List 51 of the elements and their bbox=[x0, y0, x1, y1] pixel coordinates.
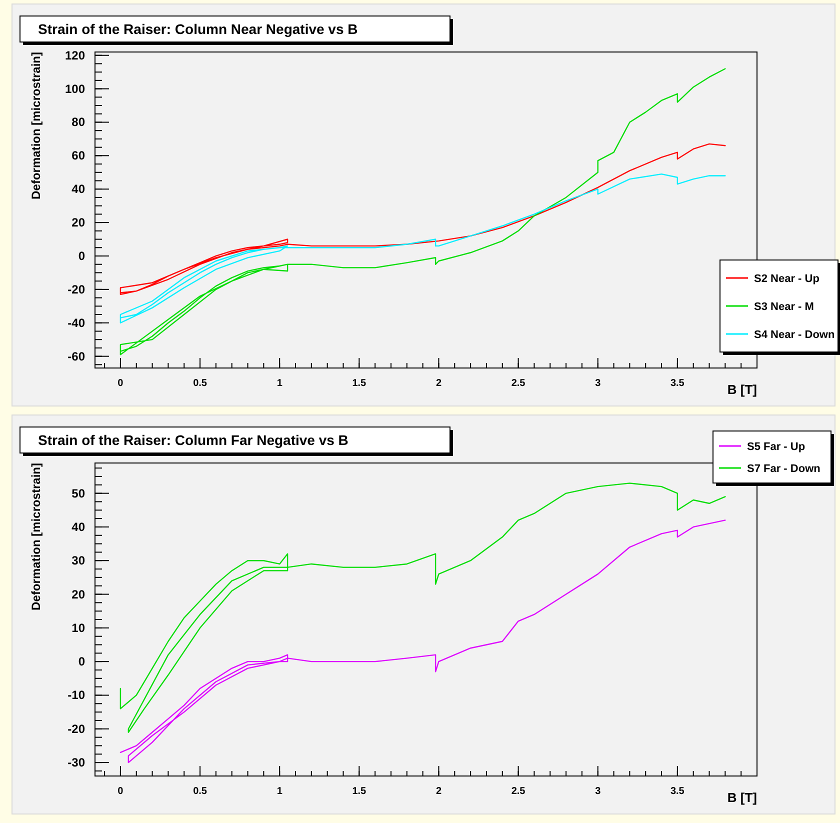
y-tick-label: 40 bbox=[72, 520, 86, 534]
x-axis-title: B [T] bbox=[727, 790, 757, 805]
x-tick-label: 1 bbox=[276, 786, 283, 797]
x-tick-label: 3 bbox=[595, 378, 602, 389]
legend-label: S7 Far - Down bbox=[747, 463, 821, 475]
chart-title: Strain of the Raiser: Column Near Negative vs B bbox=[38, 21, 358, 37]
y-tick-label: 20 bbox=[72, 587, 86, 602]
legend-label: S3 Near - M bbox=[754, 301, 814, 313]
y-axis-title: Deformation [microstrain] bbox=[29, 463, 43, 610]
y-tick-label: -30 bbox=[68, 756, 86, 770]
x-axis-title: B [T] bbox=[727, 382, 757, 397]
y-tick-label: 20 bbox=[72, 216, 86, 230]
y-tick-label: 40 bbox=[72, 182, 86, 196]
y-tick-label: 80 bbox=[72, 115, 86, 130]
y-tick-label: -40 bbox=[68, 316, 86, 330]
x-tick-label: 2.5 bbox=[511, 378, 526, 389]
y-tick-label: 50 bbox=[72, 486, 86, 500]
x-tick-label: 2 bbox=[436, 786, 442, 797]
chart-title: Strain of the Raiser: Column Far Negative vs B bbox=[38, 432, 348, 448]
line-series bbox=[120, 482, 726, 733]
y-tick-label: 100 bbox=[64, 82, 86, 96]
legend-label: S4 Near - Down bbox=[754, 329, 835, 341]
legend-label: S5 Far - Up bbox=[747, 441, 806, 453]
y-tick-label: -10 bbox=[68, 688, 86, 702]
y-tick-label: 120 bbox=[64, 48, 86, 62]
y-tick-label: 0 bbox=[78, 654, 86, 669]
y-tick-label: -20 bbox=[68, 722, 86, 736]
y-tick-label: 30 bbox=[72, 554, 86, 568]
x-tick-label: 0 bbox=[118, 786, 124, 797]
line-series bbox=[120, 520, 726, 764]
y-tick-label: 60 bbox=[72, 148, 86, 163]
x-tick-label: 2 bbox=[436, 378, 442, 389]
y-tick-label: 10 bbox=[72, 620, 86, 635]
y-tick-label: 0 bbox=[78, 248, 86, 263]
y-axis-title: Deformation [microstrain] bbox=[29, 52, 43, 200]
line-series bbox=[120, 68, 726, 356]
y-tick-label: -20 bbox=[68, 282, 86, 296]
legend-label: S2 Near - Up bbox=[754, 273, 820, 285]
line-series bbox=[120, 173, 726, 324]
x-tick-label: 3.5 bbox=[670, 378, 685, 389]
x-tick-label: 0.5 bbox=[193, 378, 208, 389]
x-tick-label: 1.5 bbox=[352, 786, 367, 797]
x-tick-label: 3 bbox=[595, 786, 602, 797]
x-tick-label: 1.5 bbox=[352, 378, 367, 389]
line-series bbox=[120, 143, 726, 296]
x-tick-label: 0.5 bbox=[193, 786, 208, 797]
x-tick-label: 1 bbox=[276, 378, 283, 389]
y-tick-label: -60 bbox=[68, 349, 86, 364]
x-tick-label: 2.5 bbox=[511, 786, 526, 797]
x-tick-label: 3.5 bbox=[670, 786, 685, 797]
x-tick-label: 0 bbox=[118, 378, 124, 389]
